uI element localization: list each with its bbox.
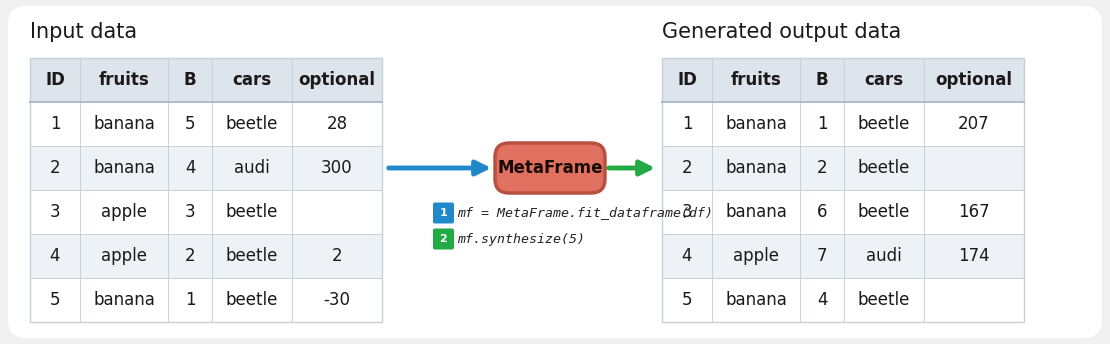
Text: beetle: beetle	[858, 291, 910, 309]
Text: B: B	[183, 71, 196, 89]
Text: Generated output data: Generated output data	[662, 22, 901, 42]
FancyBboxPatch shape	[8, 6, 1102, 338]
Bar	[662, 58, 1025, 322]
Text: beetle: beetle	[225, 247, 279, 265]
Text: -30: -30	[323, 291, 351, 309]
Text: 4: 4	[817, 291, 827, 309]
Text: ID: ID	[677, 71, 697, 89]
Bar	[662, 278, 1025, 322]
Text: cars: cars	[232, 71, 272, 89]
Text: audi: audi	[234, 159, 270, 177]
Text: beetle: beetle	[225, 291, 279, 309]
Text: 2: 2	[440, 234, 447, 244]
Text: banana: banana	[725, 291, 787, 309]
Text: 1: 1	[50, 115, 60, 133]
Text: 28: 28	[326, 115, 347, 133]
Text: 5: 5	[50, 291, 60, 309]
Text: banana: banana	[725, 115, 787, 133]
Bar	[662, 190, 1025, 234]
Text: apple: apple	[101, 247, 147, 265]
Text: 2: 2	[184, 247, 195, 265]
Text: Input data: Input data	[30, 22, 138, 42]
Text: 1: 1	[440, 208, 447, 218]
Text: 1: 1	[682, 115, 693, 133]
Text: banana: banana	[725, 159, 787, 177]
Text: optional: optional	[936, 71, 1012, 89]
Text: 3: 3	[184, 203, 195, 221]
Text: 4: 4	[50, 247, 60, 265]
Text: 7: 7	[817, 247, 827, 265]
Text: 5: 5	[184, 115, 195, 133]
Text: banana: banana	[93, 159, 155, 177]
Text: 3: 3	[50, 203, 60, 221]
FancyBboxPatch shape	[433, 203, 454, 224]
Text: beetle: beetle	[225, 115, 279, 133]
Text: 1: 1	[817, 115, 827, 133]
Bar	[662, 146, 1025, 190]
Text: 4: 4	[682, 247, 693, 265]
Text: 207: 207	[958, 115, 990, 133]
Text: beetle: beetle	[858, 159, 910, 177]
Text: B: B	[816, 71, 828, 89]
Text: 1: 1	[184, 291, 195, 309]
Text: fruits: fruits	[99, 71, 150, 89]
Bar	[662, 102, 1025, 146]
Bar	[30, 58, 382, 322]
Text: beetle: beetle	[858, 115, 910, 133]
Text: banana: banana	[93, 291, 155, 309]
Text: 6: 6	[817, 203, 827, 221]
Bar	[30, 278, 382, 322]
Text: 5: 5	[682, 291, 693, 309]
Text: 174: 174	[958, 247, 990, 265]
Text: mf.synthesize(5): mf.synthesize(5)	[457, 233, 585, 246]
Bar	[662, 234, 1025, 278]
Text: 2: 2	[682, 159, 693, 177]
Text: banana: banana	[93, 115, 155, 133]
Text: mf = MetaFrame.fit_dataframe(df): mf = MetaFrame.fit_dataframe(df)	[457, 206, 713, 219]
Text: MetaFrame: MetaFrame	[497, 159, 603, 177]
Bar	[30, 102, 382, 146]
Text: apple: apple	[733, 247, 779, 265]
Bar	[30, 58, 382, 102]
Bar	[662, 58, 1025, 102]
Text: apple: apple	[101, 203, 147, 221]
Text: 4: 4	[184, 159, 195, 177]
Bar	[30, 190, 382, 234]
Bar	[30, 234, 382, 278]
Text: 167: 167	[958, 203, 990, 221]
Text: optional: optional	[299, 71, 375, 89]
FancyBboxPatch shape	[433, 228, 454, 249]
Text: cars: cars	[865, 71, 904, 89]
Text: fruits: fruits	[730, 71, 781, 89]
Text: beetle: beetle	[858, 203, 910, 221]
FancyBboxPatch shape	[495, 143, 605, 193]
Text: 2: 2	[817, 159, 827, 177]
Text: ID: ID	[46, 71, 65, 89]
Text: banana: banana	[725, 203, 787, 221]
Bar	[30, 146, 382, 190]
Text: 2: 2	[332, 247, 342, 265]
Text: 2: 2	[50, 159, 60, 177]
Text: beetle: beetle	[225, 203, 279, 221]
Text: 300: 300	[321, 159, 353, 177]
Text: audi: audi	[866, 247, 901, 265]
Text: 3: 3	[682, 203, 693, 221]
